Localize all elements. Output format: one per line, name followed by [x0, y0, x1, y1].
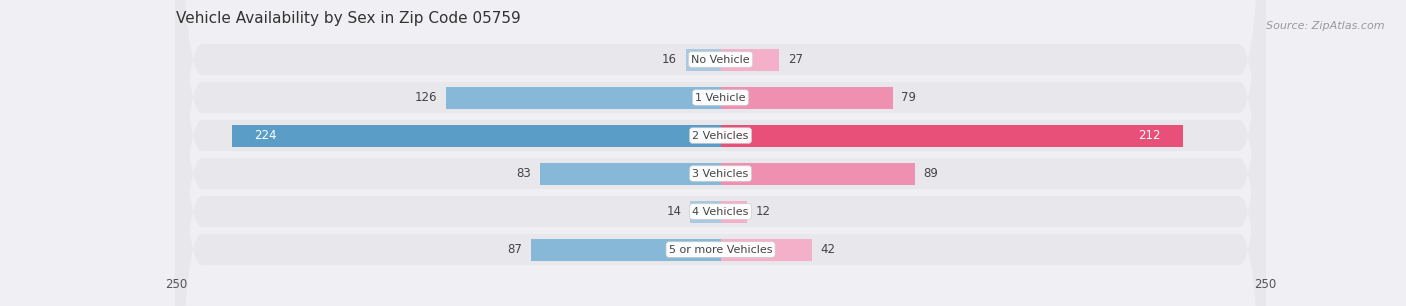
FancyBboxPatch shape	[176, 0, 1265, 306]
Bar	[721, 238, 813, 260]
Bar	[446, 87, 721, 109]
Bar	[721, 48, 779, 71]
Text: 14: 14	[666, 205, 682, 218]
Text: 2 Vehicles: 2 Vehicles	[692, 131, 749, 140]
Bar	[686, 48, 721, 71]
Text: 126: 126	[415, 91, 437, 104]
Text: 12: 12	[755, 205, 770, 218]
Bar	[531, 238, 721, 260]
Bar	[721, 87, 893, 109]
Text: 87: 87	[508, 243, 522, 256]
Text: No Vehicle: No Vehicle	[692, 54, 749, 65]
Text: 1 Vehicle: 1 Vehicle	[696, 92, 745, 103]
Text: 16: 16	[662, 53, 678, 66]
Bar	[540, 162, 721, 185]
Bar	[690, 200, 721, 222]
FancyBboxPatch shape	[176, 0, 1265, 306]
Text: 4 Vehicles: 4 Vehicles	[692, 207, 749, 217]
Text: 83: 83	[516, 167, 531, 180]
Text: Vehicle Availability by Sex in Zip Code 05759: Vehicle Availability by Sex in Zip Code …	[176, 11, 520, 26]
Bar	[721, 125, 1182, 147]
Text: 224: 224	[254, 129, 277, 142]
Text: 5 or more Vehicles: 5 or more Vehicles	[669, 244, 772, 255]
Bar	[721, 162, 914, 185]
FancyBboxPatch shape	[176, 0, 1265, 306]
Bar	[721, 200, 747, 222]
Text: 3 Vehicles: 3 Vehicles	[692, 169, 749, 178]
Text: Source: ZipAtlas.com: Source: ZipAtlas.com	[1267, 21, 1385, 32]
Text: 27: 27	[789, 53, 803, 66]
Text: 89: 89	[924, 167, 938, 180]
Text: 212: 212	[1139, 129, 1161, 142]
Text: 79: 79	[901, 91, 917, 104]
Bar	[232, 125, 721, 147]
FancyBboxPatch shape	[176, 0, 1265, 306]
Text: 42: 42	[821, 243, 835, 256]
FancyBboxPatch shape	[176, 0, 1265, 306]
FancyBboxPatch shape	[176, 0, 1265, 306]
